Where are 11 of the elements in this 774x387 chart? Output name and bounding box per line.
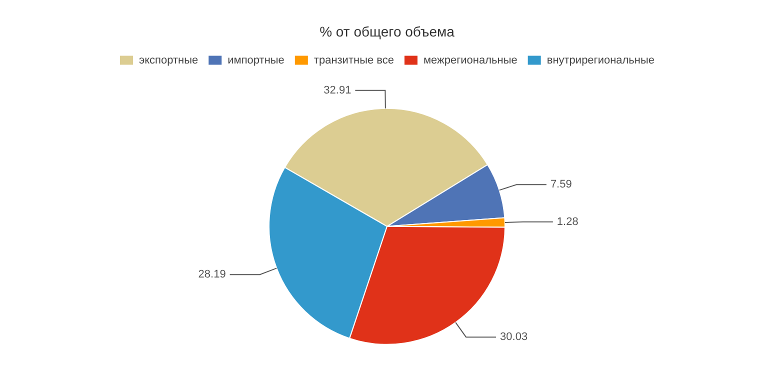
data-label: 32.91 [324,84,352,96]
legend-label: импортные [228,54,284,66]
legend-label: экспортные [138,54,198,66]
legend-label: внутрирегиональные [546,54,655,66]
data-label: 7.59 [550,178,572,191]
data-label: 30.03 [500,331,528,344]
legend-label: межрегиональные [423,54,518,66]
data-label: 28.19 [198,268,226,281]
legend-label: транзитные все [314,54,394,66]
chart-title: % от общего объема [320,23,455,40]
data-label: 1.28 [556,216,578,228]
